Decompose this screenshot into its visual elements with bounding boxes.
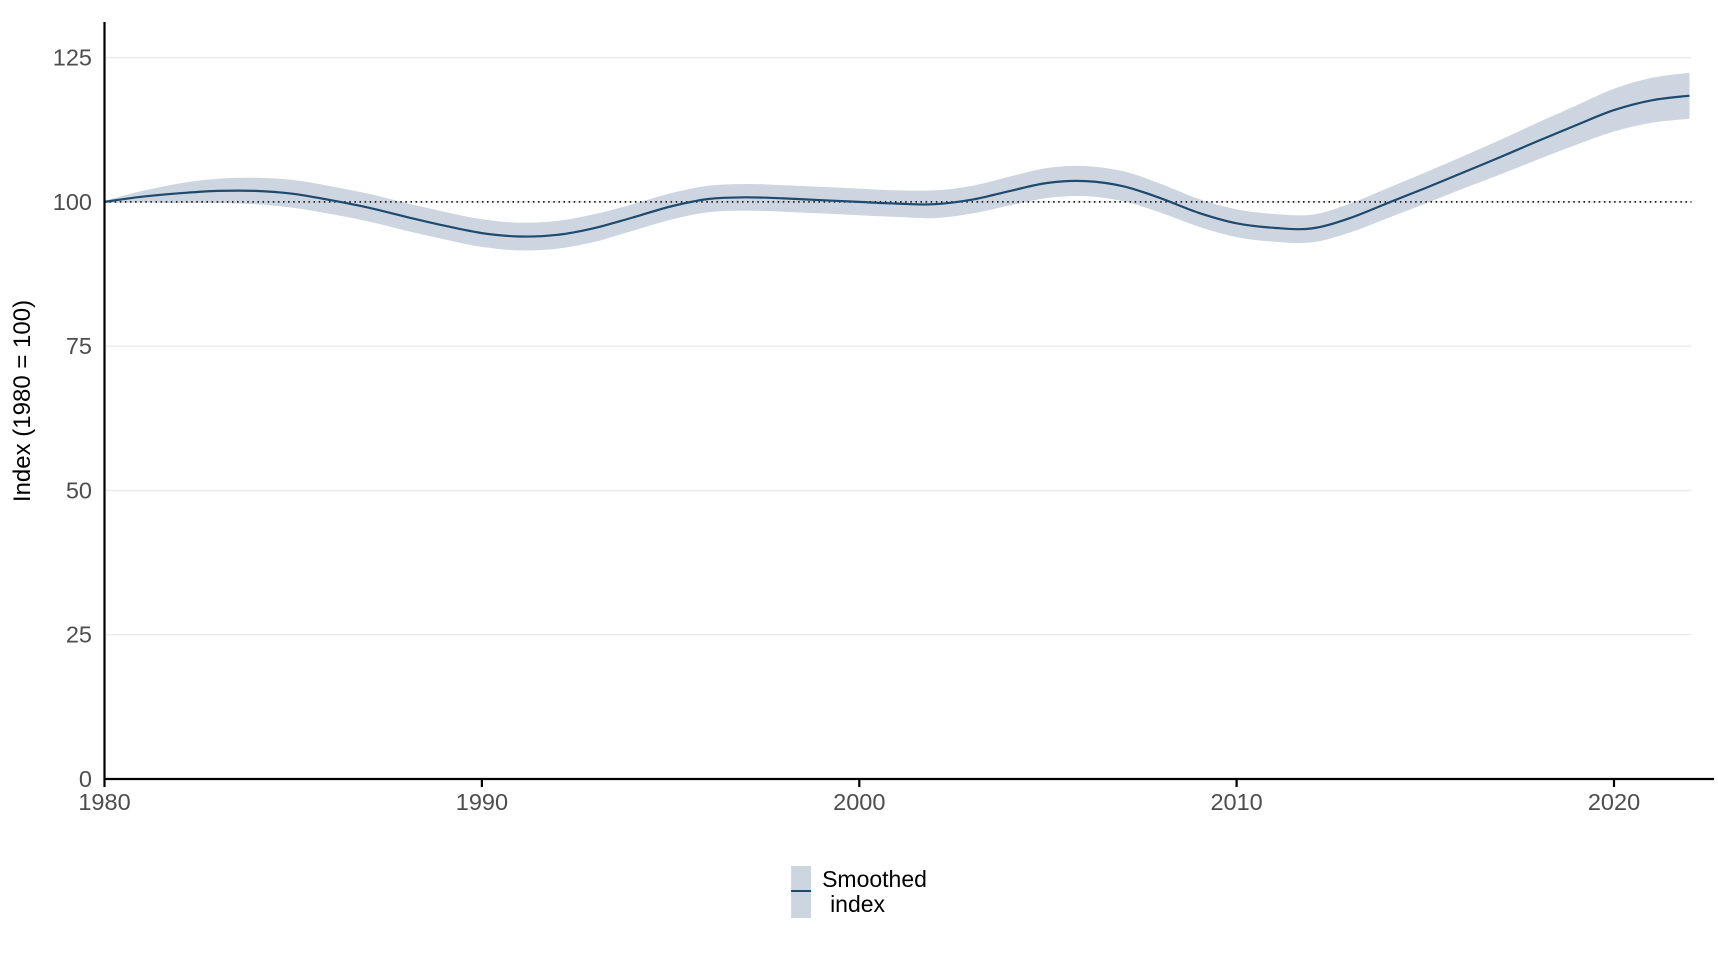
y-tick-label-0: 0 (79, 766, 92, 792)
legend-label: Smoothed index (822, 867, 927, 917)
x-tick-label-1990: 1990 (456, 789, 508, 815)
legend-line-swatch-icon (791, 889, 812, 893)
trend-line-group (104, 94, 1690, 238)
x-tick-labels-group: 1980 1990 2000 2010 2020 (78, 789, 1640, 815)
y-tick-label-75: 75 (66, 333, 92, 359)
trend-line (104, 94, 1690, 238)
ribbon-group (104, 72, 1690, 251)
y-tick-label-50: 50 (66, 478, 92, 504)
y-tick-label-125: 125 (53, 45, 92, 71)
x-tick-label-2010: 2010 (1210, 789, 1262, 815)
y-axis-title: Index (1980 = 100) (9, 300, 36, 502)
legend: Smoothed index (791, 866, 927, 918)
legend-ribbon-swatch-icon (791, 866, 812, 918)
y-tick-label-25: 25 (66, 622, 92, 648)
x-tick-label-2000: 2000 (833, 789, 885, 815)
x-tick-label-2020: 2020 (1588, 789, 1640, 815)
legend-label-line1: Smoothed (822, 866, 927, 892)
legend-label-line2: index (830, 891, 886, 917)
y-tick-label-100: 100 (53, 189, 92, 215)
confidence-ribbon (104, 72, 1690, 251)
x-tick-label-1980: 1980 (78, 789, 130, 815)
axes-group (103, 22, 1714, 781)
gridlines-group (104, 56, 1692, 636)
x-ticks-group (103, 779, 1616, 787)
y-tick-labels-group: 0 25 50 75 100 125 (53, 45, 92, 792)
